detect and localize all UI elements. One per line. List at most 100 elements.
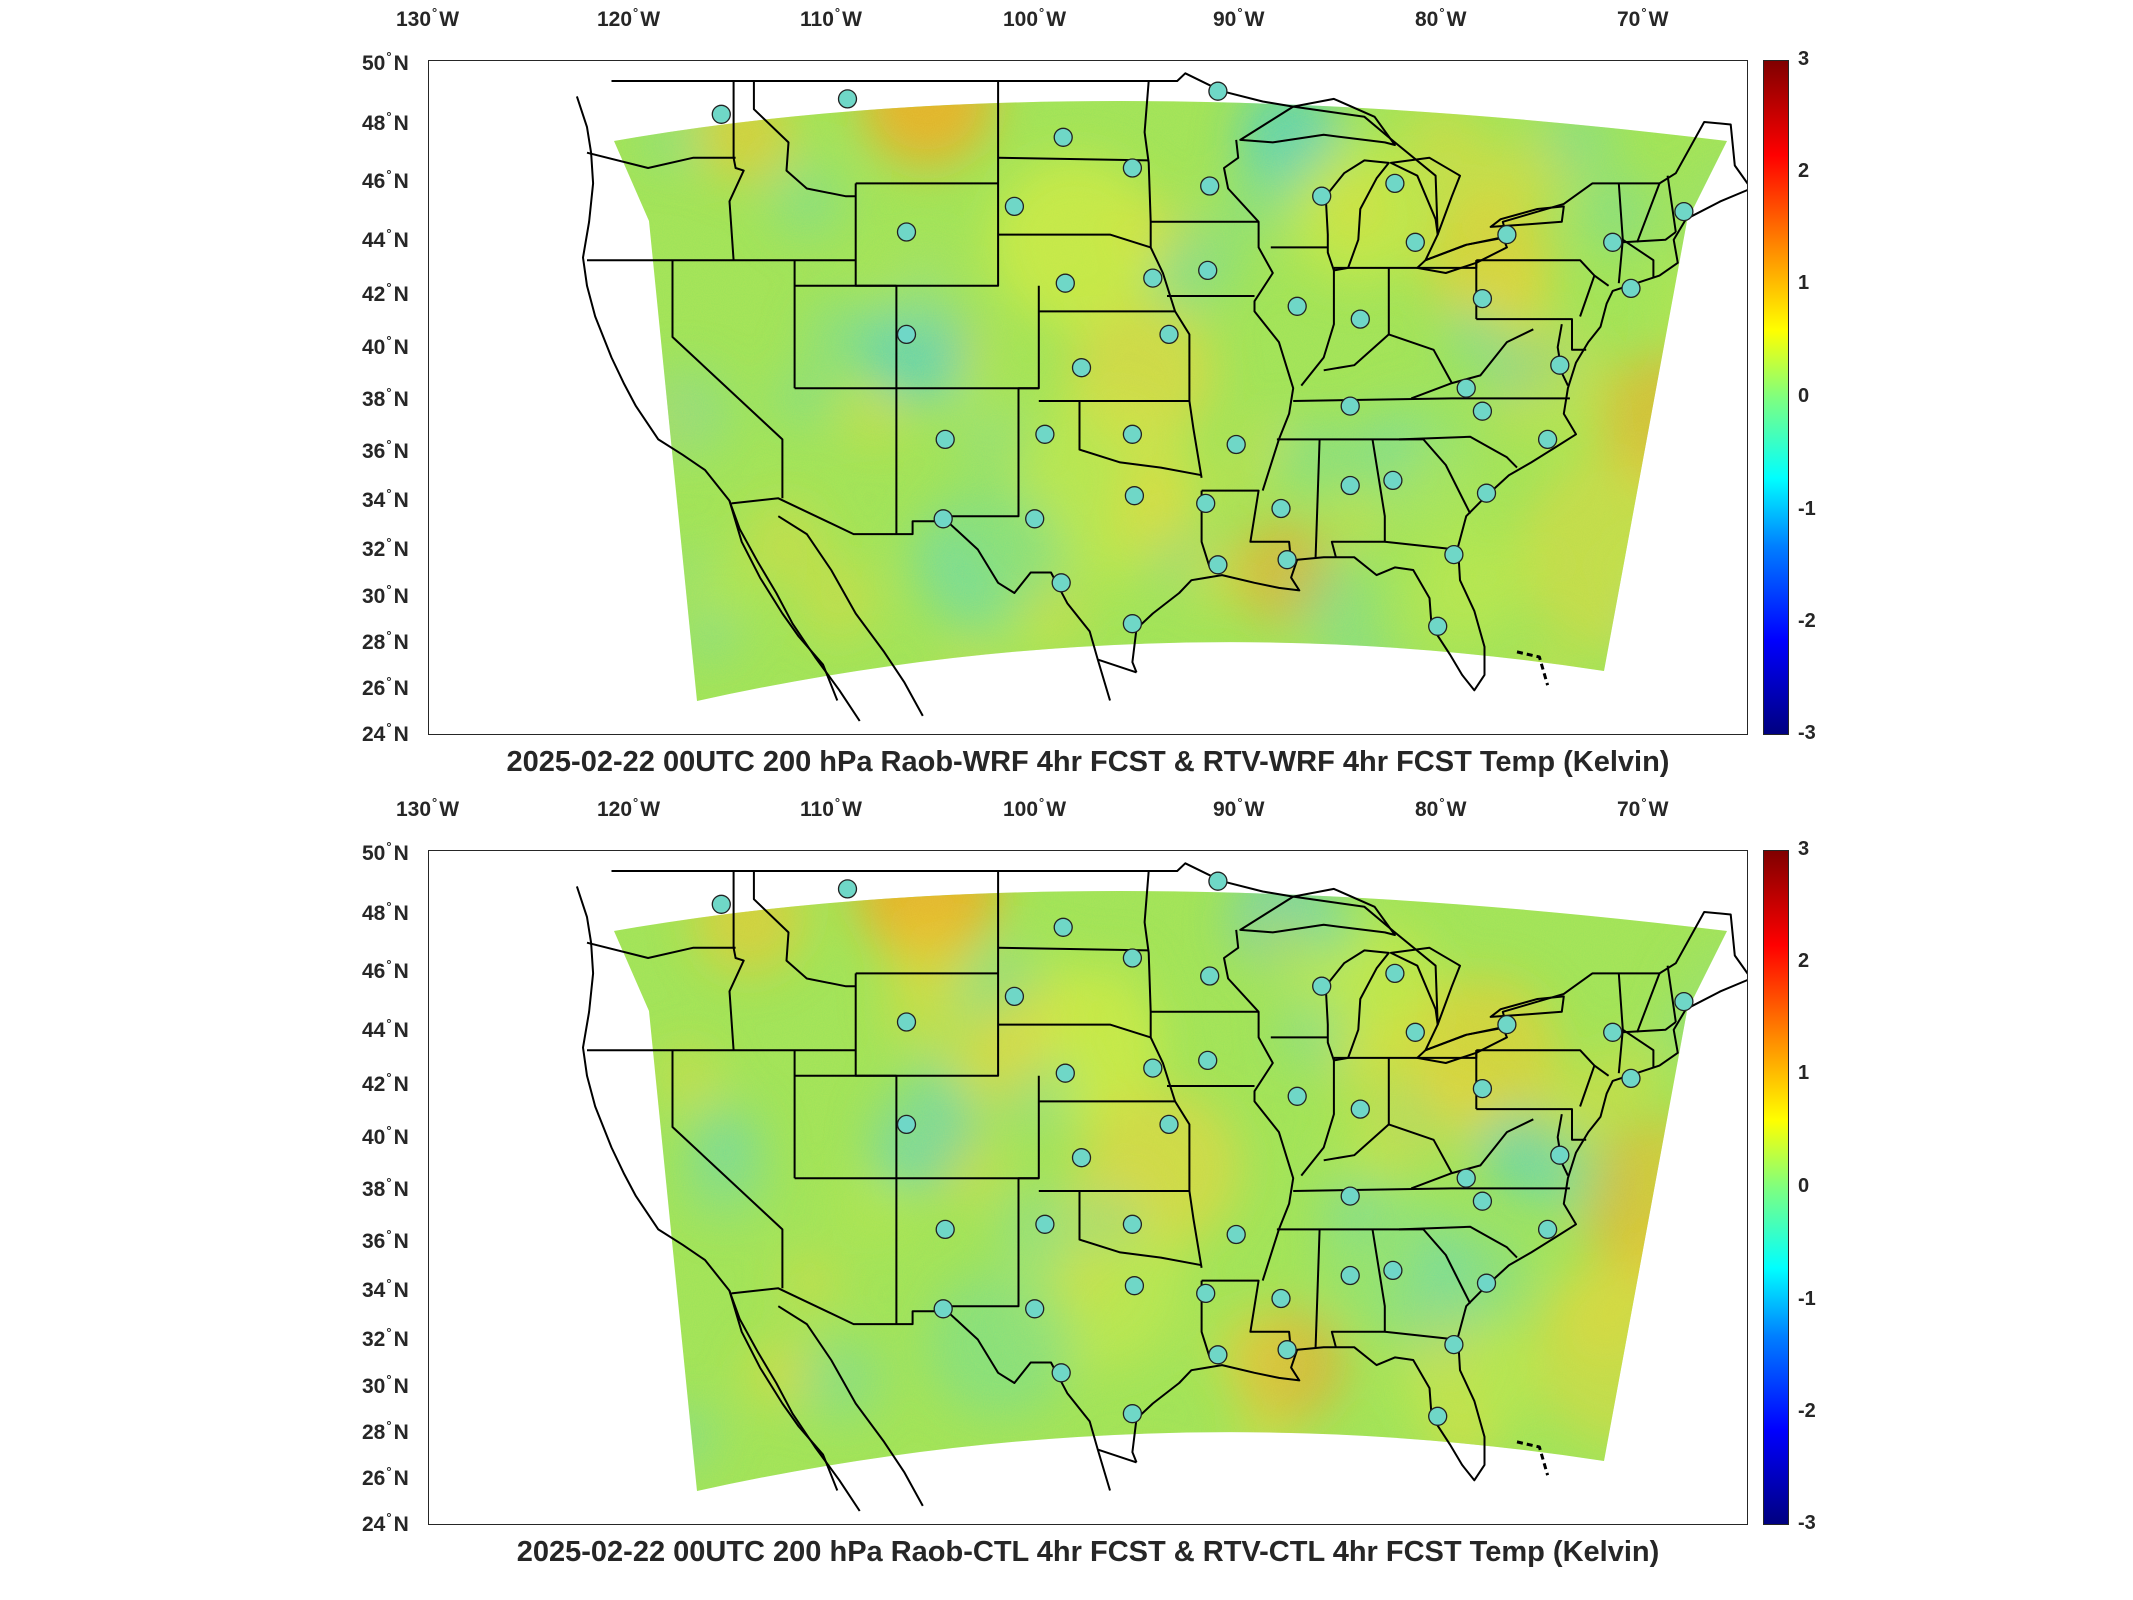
lat-label-24n: 24°N <box>362 1510 409 1536</box>
mexico-line <box>1096 659 1111 701</box>
raob-station-marker <box>1476 1273 1497 1293</box>
raob-station-marker <box>1497 224 1517 245</box>
raob-station-marker <box>1035 424 1055 444</box>
raob-station-marker <box>1277 1340 1297 1360</box>
raob-station-marker <box>1312 186 1332 206</box>
lon-label-80w: 80°W <box>1415 795 1467 821</box>
map-title: 2025-02-22 00UTC 200 hPa Raob-WRF 4hr FC… <box>506 746 1670 778</box>
map-title: 2025-02-22 00UTC 200 hPa Raob-CTL 4hr FC… <box>516 1536 1660 1568</box>
gulf-california-coast <box>777 1305 924 1507</box>
raob-station-marker <box>1025 509 1045 529</box>
field-anomaly <box>1131 1456 1178 1491</box>
colorbar-tick: 2 <box>1798 160 1810 182</box>
raob-station-marker <box>1124 1276 1145 1296</box>
raob-station-marker <box>1385 963 1405 984</box>
state-boundary <box>1314 1229 1321 1348</box>
state-boundary <box>1223 929 1295 1281</box>
lake-ontario <box>1489 205 1565 228</box>
raob-station-marker <box>1055 1063 1075 1083</box>
raob-station-marker <box>711 894 731 914</box>
raob-station-marker <box>1621 278 1641 299</box>
map-area <box>428 60 1748 735</box>
lat-label-24n: 24°N <box>362 720 409 746</box>
state-boundary <box>1476 259 1610 287</box>
lat-label-32n: 32°N <box>362 535 409 561</box>
raob-station-marker <box>1497 1014 1517 1035</box>
colorbar-tick: 3 <box>1798 48 1810 70</box>
raob-station-marker <box>1456 378 1476 398</box>
state-boundary <box>1300 1057 1335 1177</box>
raob-station-marker <box>1053 917 1073 937</box>
lat-label-48n: 48°N <box>362 899 409 925</box>
colorbar-tick: 3 <box>1798 838 1810 860</box>
raob-station-marker <box>933 509 953 529</box>
raob-station-marker <box>1674 991 1694 1012</box>
raob-station-marker <box>1472 288 1493 309</box>
state-boundary <box>1636 973 1661 1033</box>
raob-station-marker <box>1287 296 1307 316</box>
lon-label-90w: 90°W <box>1213 795 1265 821</box>
state-boundary <box>1398 435 1518 469</box>
gulf-california-coast <box>777 515 924 717</box>
state-boundary <box>945 285 1040 518</box>
raob-station-marker <box>1122 948 1143 968</box>
field-anomaly <box>1714 1154 1727 1279</box>
lake-superior <box>1239 887 1396 936</box>
raob-station-marker <box>935 429 955 450</box>
state-boundary <box>728 81 745 261</box>
lat-label-36n: 36°N <box>362 1227 409 1253</box>
field-anomaly <box>1679 1263 1727 1313</box>
lat-label-34n: 34°N <box>362 1276 409 1302</box>
raob-station-marker <box>1472 401 1493 421</box>
state-boundary <box>1476 318 1587 351</box>
state-boundary <box>671 1050 784 1289</box>
raob-station-marker <box>1159 1114 1179 1135</box>
bahamas <box>1516 650 1550 686</box>
raob-station-marker <box>1537 429 1558 450</box>
colorbar-tick: -1 <box>1798 498 1816 520</box>
lon-label-80w: 80°W <box>1415 5 1467 31</box>
lake-ontario <box>1489 995 1565 1018</box>
baja-coast <box>728 500 839 701</box>
raob-station-marker <box>837 89 858 109</box>
raob-station-marker <box>896 324 917 345</box>
lon-label-130w: 130°W <box>396 795 460 821</box>
lat-label-40n: 40°N <box>362 333 409 359</box>
colorbar-tick: 0 <box>1798 385 1810 407</box>
mexico-border <box>731 497 1137 674</box>
raob-station-marker <box>1428 616 1448 636</box>
raob-station-marker <box>1122 1404 1143 1424</box>
raob-station-marker <box>1537 1219 1558 1240</box>
raob-station-marker <box>896 222 917 242</box>
raob-station-marker <box>1340 1265 1360 1286</box>
field-anomaly <box>1674 1331 1711 1368</box>
baja-coast <box>728 1290 839 1491</box>
state-boundary <box>1314 439 1321 558</box>
lat-label-26n: 26°N <box>362 674 409 700</box>
lat-label-44n: 44°N <box>362 226 409 252</box>
pacific-coastline <box>575 886 861 1512</box>
raob-station-marker <box>1340 1186 1360 1206</box>
state-boundary <box>1323 333 1453 384</box>
field-anomaly <box>1640 578 1678 615</box>
colorbar-tick: -2 <box>1798 610 1816 632</box>
field-anomaly <box>1701 364 1727 492</box>
raob-station-marker <box>1053 127 1073 147</box>
colorbar-tick: -3 <box>1798 1512 1816 1534</box>
raob-station-marker <box>1444 544 1464 565</box>
colorbar-tick: -3 <box>1798 722 1816 744</box>
lat-label-30n: 30°N <box>362 1372 409 1398</box>
raob-station-marker <box>933 1299 953 1319</box>
state-boundary <box>671 260 784 499</box>
raob-station-marker <box>1226 434 1246 455</box>
lat-label-30n: 30°N <box>362 582 409 608</box>
raob-station-marker <box>1196 1283 1216 1304</box>
raob-station-marker <box>1350 309 1370 329</box>
boundaries <box>575 862 1747 1512</box>
state-boundary <box>1398 1225 1518 1259</box>
lon-label-100w: 100°W <box>1003 5 1067 31</box>
raob-stations <box>711 871 1694 1426</box>
lon-label-120w: 120°W <box>597 5 661 31</box>
lat-label-40n: 40°N <box>362 1123 409 1149</box>
field-anomaly <box>1652 652 1723 701</box>
